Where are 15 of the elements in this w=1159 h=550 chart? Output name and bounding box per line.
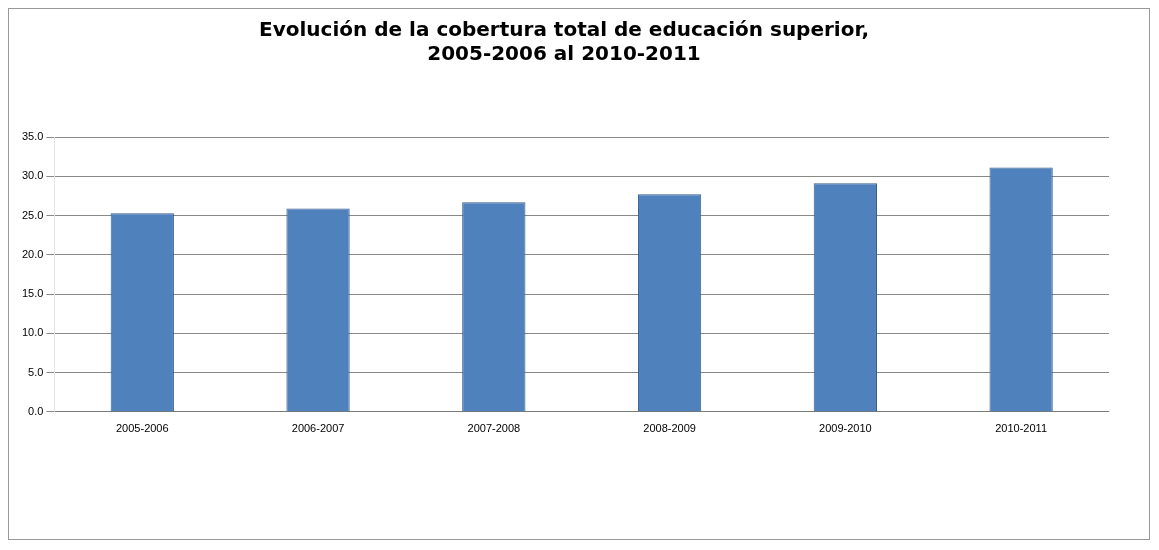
x-tick-label: 2006-2007 bbox=[291, 422, 345, 435]
y-tick-label: 5.0 bbox=[28, 365, 44, 378]
y-tick-label: 20.0 bbox=[21, 247, 44, 260]
x-tick-label: 2008-2009 bbox=[643, 422, 696, 435]
x-tick-label: 2005-2006 bbox=[115, 422, 169, 435]
y-tick-label: 25.0 bbox=[21, 208, 44, 221]
y-tick-label: 10.0 bbox=[21, 326, 44, 339]
x-tick-label: 2010-2011 bbox=[995, 422, 1048, 435]
y-tick-label: 30.0 bbox=[21, 169, 44, 182]
x-tick-label: 2009-2010 bbox=[819, 422, 872, 435]
y-tick-label: 15.0 bbox=[21, 287, 44, 300]
chart-title: Evolución de la cobertura total de educación superior, 2005-2006 al 2010-2011 bbox=[259, 17, 869, 66]
x-tick-label: 2007-2008 bbox=[467, 422, 521, 435]
y-tick-label: 35.0 bbox=[21, 130, 44, 143]
y-tick-label: 0.0 bbox=[28, 404, 44, 417]
